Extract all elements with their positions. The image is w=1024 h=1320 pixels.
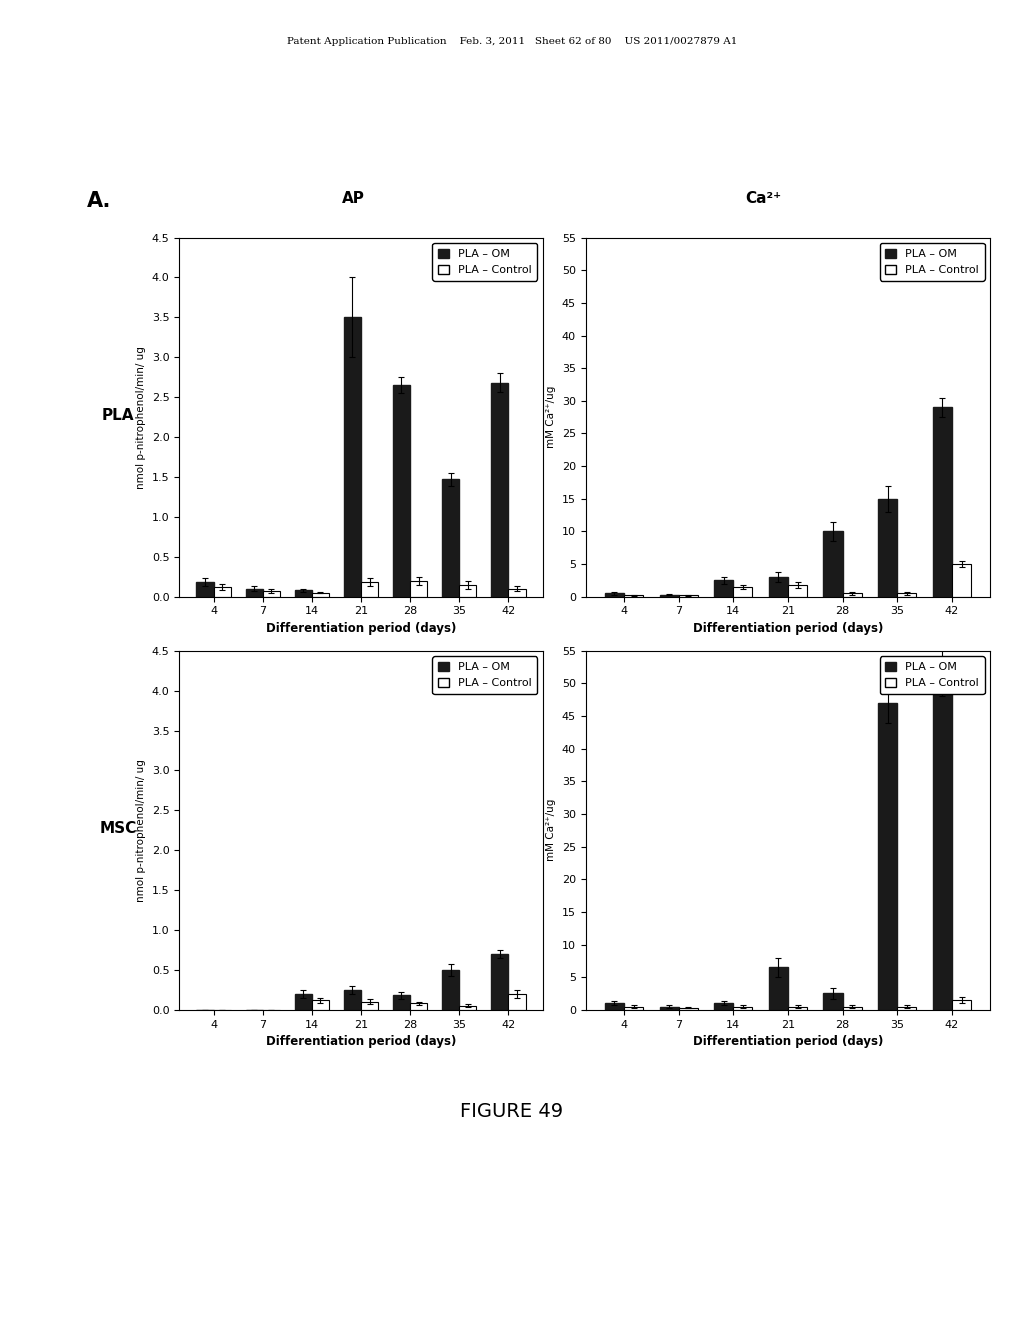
Bar bbox=[295, 994, 312, 1010]
Bar bbox=[843, 594, 862, 597]
Legend: PLA – OM, PLA – Control: PLA – OM, PLA – Control bbox=[880, 656, 985, 694]
Bar bbox=[214, 587, 230, 597]
X-axis label: Differentiation period (days): Differentiation period (days) bbox=[266, 622, 456, 635]
Bar bbox=[933, 408, 952, 597]
Bar bbox=[788, 585, 807, 597]
Bar bbox=[933, 671, 952, 1010]
Text: PLA: PLA bbox=[101, 408, 134, 424]
Bar bbox=[624, 1007, 643, 1010]
Text: FIGURE 49: FIGURE 49 bbox=[461, 1102, 563, 1121]
X-axis label: Differentiation period (days): Differentiation period (days) bbox=[693, 1035, 883, 1048]
Bar bbox=[344, 990, 360, 1010]
X-axis label: Differentiation period (days): Differentiation period (days) bbox=[266, 1035, 456, 1048]
Bar bbox=[442, 479, 459, 597]
Bar bbox=[769, 968, 788, 1010]
Bar bbox=[312, 593, 329, 597]
Bar bbox=[788, 1007, 807, 1010]
Bar bbox=[714, 1003, 733, 1010]
Bar bbox=[508, 589, 525, 597]
Bar bbox=[410, 581, 427, 597]
Bar bbox=[879, 704, 897, 1010]
Bar bbox=[492, 383, 508, 597]
Text: Ca²⁺: Ca²⁺ bbox=[744, 191, 781, 206]
Bar bbox=[879, 499, 897, 597]
Bar bbox=[410, 1003, 427, 1010]
Text: A.: A. bbox=[87, 191, 112, 211]
Bar bbox=[952, 564, 971, 597]
X-axis label: Differentiation period (days): Differentiation period (days) bbox=[693, 622, 883, 635]
Bar bbox=[459, 585, 476, 597]
Bar bbox=[360, 582, 378, 597]
Bar bbox=[769, 577, 788, 597]
Bar bbox=[459, 1006, 476, 1010]
Y-axis label: mM Ca²⁺/ug: mM Ca²⁺/ug bbox=[547, 385, 556, 449]
Text: Patent Application Publication    Feb. 3, 2011   Sheet 62 of 80    US 2011/00278: Patent Application Publication Feb. 3, 2… bbox=[287, 37, 737, 46]
Bar bbox=[295, 590, 312, 597]
Bar bbox=[679, 1008, 697, 1010]
Bar bbox=[442, 970, 459, 1010]
Y-axis label: nmol p-nitrophenol/min/ ug: nmol p-nitrophenol/min/ ug bbox=[136, 759, 146, 902]
Bar bbox=[714, 581, 733, 597]
Text: MSC: MSC bbox=[99, 821, 136, 837]
Bar bbox=[508, 994, 525, 1010]
Bar bbox=[344, 317, 360, 597]
Bar bbox=[605, 1003, 624, 1010]
Bar bbox=[263, 591, 280, 597]
Bar bbox=[733, 1007, 753, 1010]
Bar bbox=[605, 594, 624, 597]
Legend: PLA – OM, PLA – Control: PLA – OM, PLA – Control bbox=[880, 243, 985, 281]
Legend: PLA – OM, PLA – Control: PLA – OM, PLA – Control bbox=[432, 243, 538, 281]
Bar bbox=[393, 995, 410, 1010]
Bar bbox=[360, 1002, 378, 1010]
Y-axis label: mM Ca²⁺/ug: mM Ca²⁺/ug bbox=[547, 799, 556, 862]
Bar bbox=[393, 385, 410, 597]
Bar bbox=[197, 582, 214, 597]
Bar bbox=[823, 532, 843, 597]
Bar bbox=[897, 1007, 916, 1010]
Bar bbox=[659, 595, 679, 597]
Bar bbox=[952, 1001, 971, 1010]
Bar bbox=[823, 994, 843, 1010]
Bar bbox=[312, 1001, 329, 1010]
Bar bbox=[246, 589, 263, 597]
Legend: PLA – OM, PLA – Control: PLA – OM, PLA – Control bbox=[432, 656, 538, 694]
Bar bbox=[659, 1007, 679, 1010]
Bar bbox=[733, 587, 753, 597]
Text: AP: AP bbox=[342, 191, 365, 206]
Bar bbox=[897, 594, 916, 597]
Bar bbox=[843, 1007, 862, 1010]
Y-axis label: nmol p-nitrophenol/min/ ug: nmol p-nitrophenol/min/ ug bbox=[136, 346, 146, 488]
Bar bbox=[492, 954, 508, 1010]
